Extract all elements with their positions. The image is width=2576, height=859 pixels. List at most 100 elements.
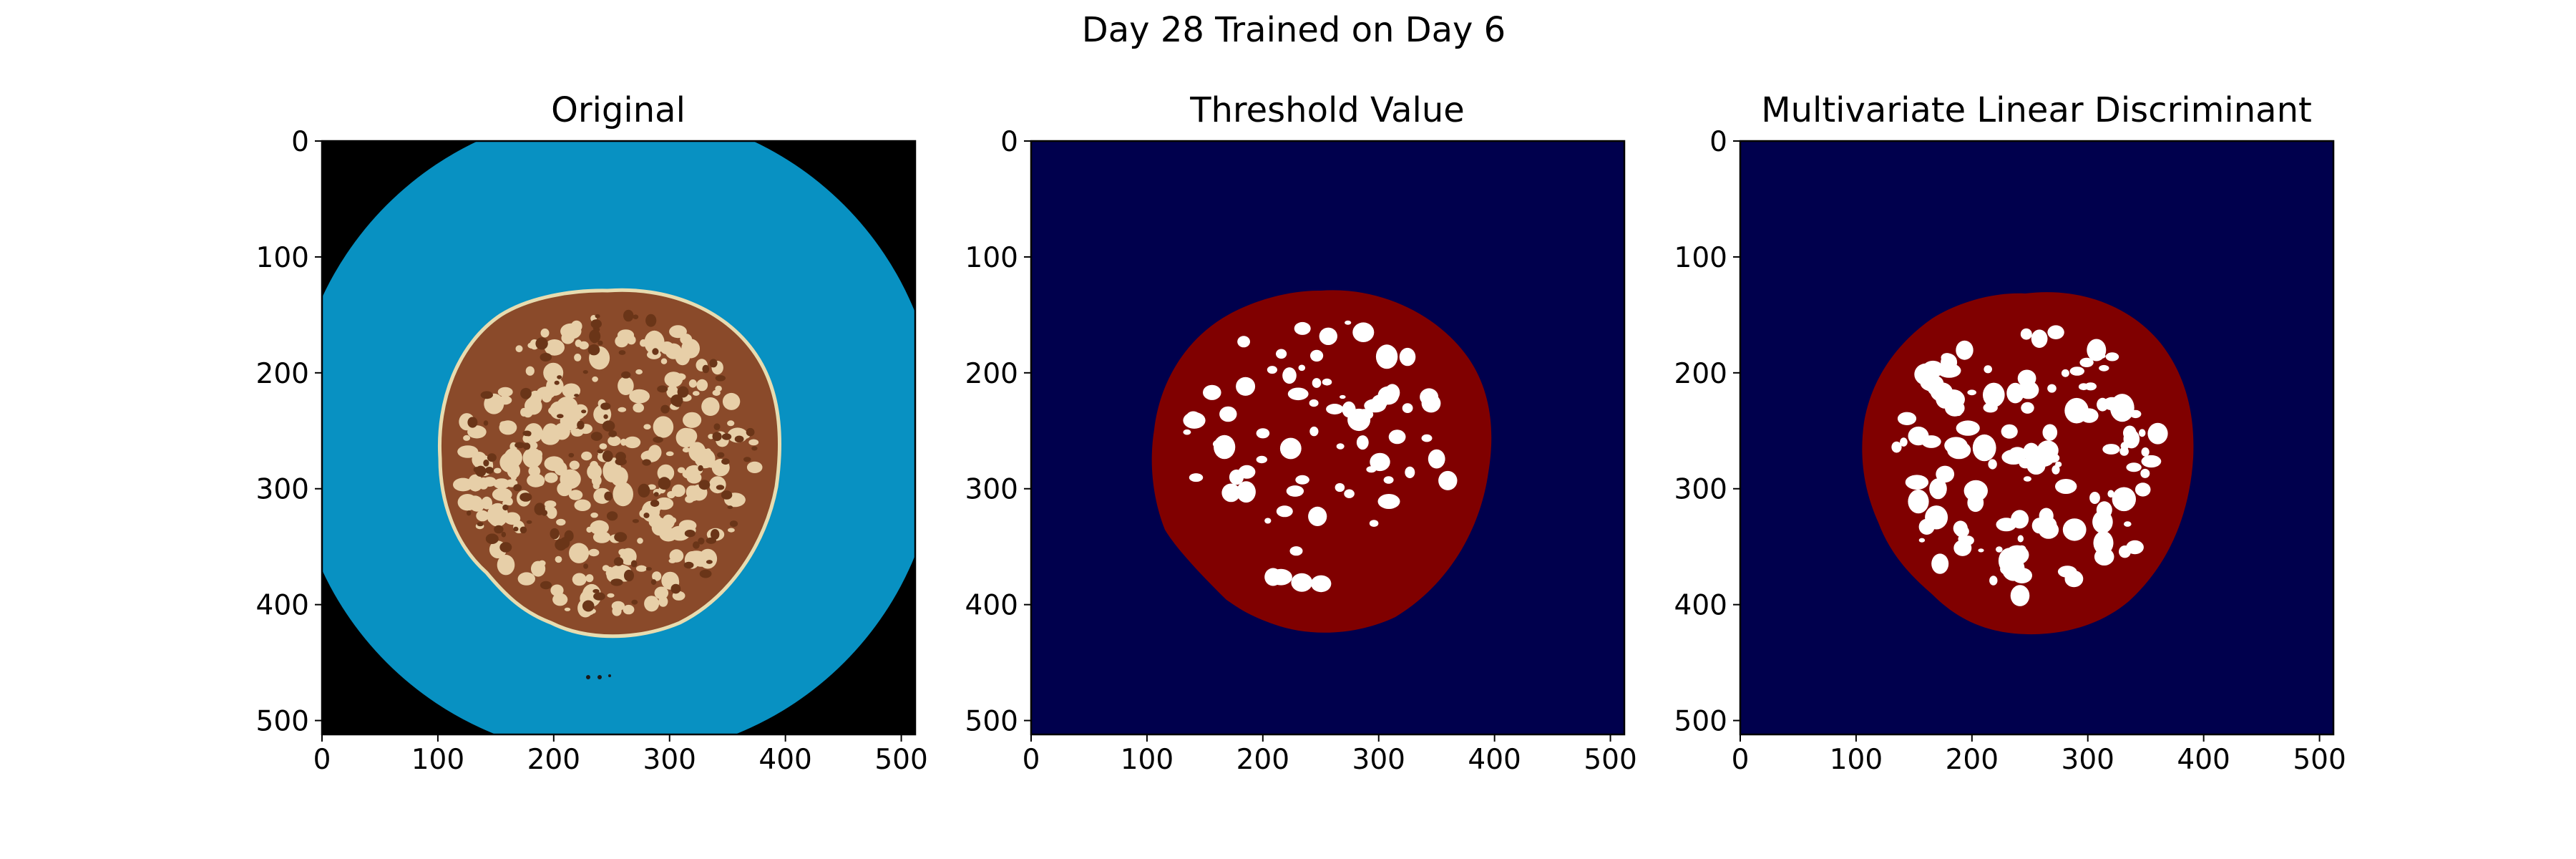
speckle <box>515 345 523 353</box>
speckle <box>569 543 590 563</box>
speckle-dark <box>554 380 560 385</box>
speckle <box>746 461 763 474</box>
speckle-dark <box>520 387 532 399</box>
fat-spot <box>2141 447 2150 457</box>
fat-spot <box>2031 329 2048 349</box>
speckle-dark <box>657 385 668 393</box>
speckle-dark <box>604 491 613 501</box>
speckle-dark <box>597 340 603 346</box>
x-tick-label: 500 <box>1584 744 1636 776</box>
fat-spot <box>1967 389 1976 396</box>
speckle <box>492 487 512 501</box>
speckle-dark <box>621 371 631 379</box>
fat-spot <box>1295 475 1309 485</box>
fat-spot <box>2055 479 2077 494</box>
fat-spot <box>1944 437 1968 455</box>
speckle <box>629 389 650 404</box>
speckle <box>527 342 537 349</box>
speckle <box>497 555 515 576</box>
speckle-dark <box>557 375 562 379</box>
fat-spot <box>2047 384 2057 393</box>
speckle <box>709 476 726 494</box>
fat-spot <box>1340 394 1346 399</box>
fat-spot <box>2126 462 2142 472</box>
fat-spot <box>2138 429 2146 437</box>
speckle-dark <box>499 542 512 553</box>
speckle-dark <box>540 581 552 590</box>
fat-spot <box>1897 412 1917 425</box>
speckle-dark <box>602 450 613 462</box>
fat-spot <box>2089 492 2100 504</box>
y-tick-label: 400 <box>965 590 1018 622</box>
speckle-dark <box>467 417 478 428</box>
speckle <box>588 548 600 557</box>
speckle-dark <box>606 511 618 521</box>
fat-spot <box>2021 402 2034 414</box>
speckle <box>590 460 598 470</box>
speckle <box>499 420 517 435</box>
speckle-dark <box>483 460 489 467</box>
speckle-dark <box>614 532 628 543</box>
fat-spot <box>1238 465 1256 479</box>
fat-spot <box>2017 535 2024 543</box>
speckle <box>624 436 641 449</box>
speckle <box>657 464 675 482</box>
x-tick-label: 0 <box>1732 744 1750 776</box>
speckle <box>667 491 675 499</box>
speckle-dark <box>743 457 751 462</box>
speckle <box>728 528 735 533</box>
x-tick-label: 100 <box>1121 744 1174 776</box>
fat-spot <box>2001 424 2018 439</box>
panel-mld: Multivariate Linear Discriminant 0 100 200… <box>1674 90 2346 776</box>
speckle-dark <box>653 436 663 443</box>
speckle <box>574 499 591 511</box>
mask-foreground <box>1151 290 1492 633</box>
fat-spot <box>2123 425 2137 441</box>
speckle <box>722 392 741 410</box>
speckle-dark <box>623 309 634 322</box>
y-tick-label: 400 <box>256 590 309 622</box>
fat-spot <box>2062 518 2087 541</box>
speckle <box>677 467 686 473</box>
fat-spot <box>2129 409 2142 419</box>
x-tick-label: 100 <box>411 744 464 776</box>
fat-spot <box>2051 465 2060 475</box>
fat-spot <box>1237 336 1250 348</box>
fat-spot <box>1989 576 1998 586</box>
speckle <box>618 487 626 492</box>
x-tick-label: 200 <box>1946 744 1999 776</box>
speckle <box>692 391 700 396</box>
speckle <box>680 428 698 445</box>
speckle-dark <box>550 528 560 540</box>
fat-spot <box>1279 437 1302 460</box>
speckle-dark <box>603 414 608 419</box>
speckle-dark <box>560 537 570 549</box>
x-tick-label: 300 <box>1352 744 1405 776</box>
speckle <box>620 438 627 446</box>
fat-spot <box>2096 501 2112 519</box>
speckle-dark <box>522 430 532 437</box>
speckle-dark <box>541 510 548 516</box>
speckle-dark <box>631 599 638 605</box>
speckle <box>552 593 568 606</box>
speckle-dark <box>568 452 575 458</box>
speckle-dark <box>751 446 758 451</box>
speckle <box>504 448 522 468</box>
speckle-dark <box>642 459 651 466</box>
speckle-dark <box>590 432 602 441</box>
speckle-dark <box>630 560 638 568</box>
speckle-dark <box>480 391 493 399</box>
speckle-dark <box>501 531 507 538</box>
speckle-dark <box>519 526 527 534</box>
speckle <box>585 574 594 583</box>
speckle <box>453 477 474 492</box>
speckle <box>502 500 509 507</box>
fat-spot <box>1914 363 1937 385</box>
threshold-mask <box>1031 141 1624 734</box>
fat-spot <box>1941 353 1958 372</box>
speckle-dark <box>650 500 660 508</box>
speckle-dark <box>477 522 484 527</box>
speckle <box>487 513 506 525</box>
panel-title-threshold: Threshold Value <box>1189 90 1465 130</box>
